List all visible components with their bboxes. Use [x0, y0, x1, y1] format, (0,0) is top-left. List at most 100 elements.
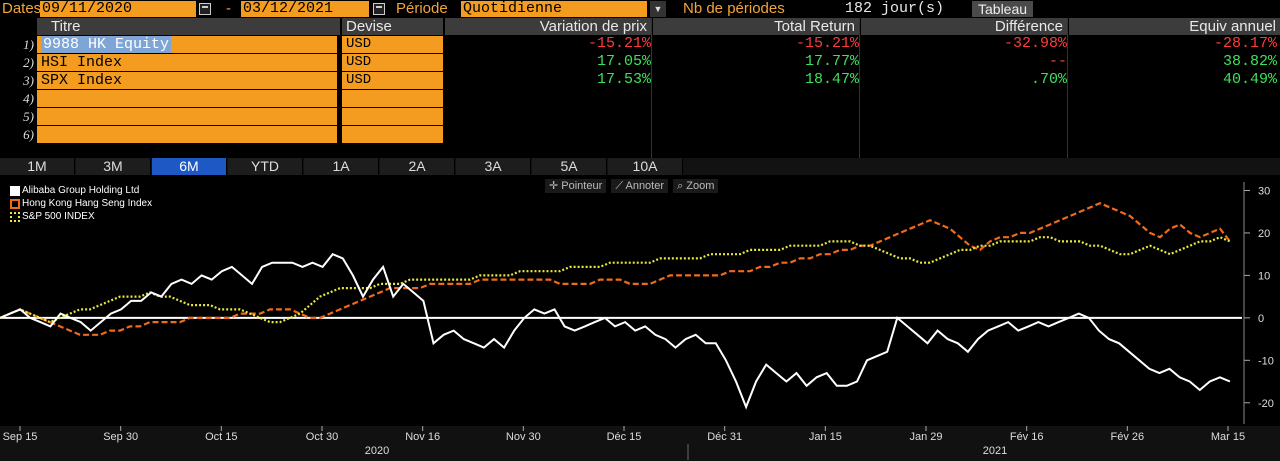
x-tick-label: Sep 15 [3, 431, 38, 443]
x-tick-label: Jan 15 [809, 431, 842, 443]
legend-item[interactable]: S&P 500 INDEX [10, 210, 153, 223]
difference-value: -- [1048, 53, 1067, 70]
tab-6m[interactable]: 6M [152, 158, 227, 175]
nb-periods-value: 182 jour(s) [845, 0, 945, 17]
x-group-label: 2020 [365, 445, 389, 457]
calendar-icon[interactable] [373, 3, 385, 15]
tab-ytd[interactable]: YTD [228, 158, 303, 175]
start-date-field[interactable]: 09/11/2020 [40, 1, 196, 17]
column-header-title[interactable]: Titre [37, 18, 340, 35]
total-return-value: 17.77% [804, 53, 859, 70]
x-tick-label: Nov 30 [506, 431, 541, 443]
price-change-value: 17.53% [596, 71, 651, 88]
row-number: 3) [23, 73, 34, 88]
security-field[interactable]: 9988 HK Equity [37, 36, 337, 53]
legend-swatch [10, 198, 20, 209]
tab-3a[interactable]: 3A [456, 158, 531, 175]
tab-5a[interactable]: 5A [532, 158, 607, 175]
legend-label: Alibaba Group Holding Ltd [22, 185, 140, 196]
y-tick-label: 0 [1258, 313, 1264, 325]
end-date-field[interactable]: 03/12/2021 [241, 1, 369, 17]
period-tabs: 1M 3M 6M YTD 1A 2A 3A 5A 10A [0, 158, 1280, 175]
date-separator: - [226, 0, 231, 17]
currency-field[interactable] [342, 108, 443, 125]
annual-equiv-value: 38.82% [1222, 53, 1277, 70]
x-tick-label: Fév 26 [1111, 431, 1145, 443]
row-number: 4) [23, 91, 34, 106]
x-tick-label: Oct 15 [205, 431, 237, 443]
legend-label: Hong Kong Hang Seng Index [22, 198, 153, 209]
x-tick-label: Fév 16 [1010, 431, 1044, 443]
column-header-total-return[interactable]: Total Return [653, 18, 859, 35]
tab-10a[interactable]: 10A [608, 158, 683, 175]
legend-label: S&P 500 INDEX [22, 211, 95, 222]
row-number: 5) [23, 109, 34, 124]
annual-equiv-value: -28.17% [1213, 35, 1277, 52]
x-tick-label: Oct 30 [306, 431, 338, 443]
x-tick-label: Déc 15 [607, 431, 642, 443]
row-number: 2) [23, 55, 34, 70]
x-axis-band [0, 426, 1280, 461]
table-view-button[interactable]: Tableau [972, 1, 1034, 17]
column-header-annual-equiv[interactable]: Equiv annuel [1069, 18, 1280, 35]
currency-field[interactable]: USD [342, 36, 443, 53]
period-select[interactable]: Quotidienne [461, 1, 647, 17]
currency-field[interactable] [342, 90, 443, 107]
y-tick-label: -20 [1258, 398, 1274, 410]
legend-swatch [10, 211, 20, 222]
tab-2a[interactable]: 2A [380, 158, 455, 175]
column-header-price-change[interactable]: Variation de prix [445, 18, 651, 35]
series-line [0, 202, 1231, 336]
chart-legend: Alibaba Group Holding Ltd Hong Kong Hang… [10, 184, 153, 223]
security-field[interactable] [37, 108, 337, 125]
total-return-value: -15.21% [795, 35, 859, 52]
total-return-value: 18.47% [804, 71, 859, 88]
row-number: 6) [23, 127, 34, 142]
security-field[interactable] [37, 126, 337, 143]
security-field[interactable]: HSI Index [37, 54, 337, 71]
calendar-icon[interactable] [199, 3, 211, 15]
pointer-tool[interactable]: ✛ Pointeur [545, 179, 607, 193]
security-field[interactable]: SPX Index [37, 72, 337, 89]
zoom-label: Zoom [686, 180, 715, 192]
chart-canvas[interactable]: 30 20 10 0 -10 -20 Sep 15 Sep 30 Oct 15 Oct 30 Nov… [0, 176, 1280, 461]
x-tick-label: Sep 30 [103, 431, 138, 443]
annotate-label: Annoter [625, 180, 665, 192]
security-name: 9988 HK Equity [41, 36, 172, 53]
zoom-tool[interactable]: ⌕ Zoom [673, 179, 719, 193]
performance-chart[interactable]: 30 20 10 0 -10 -20 Sep 15 Sep 30 Oct 15 Oct 30 Nov… [0, 176, 1280, 461]
difference-value: .70% [1030, 71, 1067, 88]
legend-item[interactable]: Alibaba Group Holding Ltd [10, 184, 153, 197]
x-tick-label: Jan 29 [909, 431, 942, 443]
tab-1a[interactable]: 1A [304, 158, 379, 175]
chevron-down-icon[interactable]: ▼ [650, 1, 666, 17]
dates-label: Dates [2, 0, 42, 17]
nb-periods-label: Nb de périodes [683, 0, 785, 17]
x-tick-label: Déc 31 [707, 431, 742, 443]
currency-field[interactable]: USD [342, 72, 443, 89]
y-tick-label: 30 [1258, 185, 1270, 197]
y-tick-label: -10 [1258, 355, 1274, 367]
price-change-value: 17.05% [596, 53, 651, 70]
tab-3m[interactable]: 3M [76, 158, 151, 175]
annual-equiv-value: 40.49% [1222, 71, 1277, 88]
y-tick-label: 20 [1258, 228, 1270, 240]
security-field[interactable] [37, 90, 337, 107]
legend-item[interactable]: Hong Kong Hang Seng Index [10, 197, 153, 210]
difference-value: -32.98% [1003, 35, 1067, 52]
comparison-table: Titre Devise Variation de prix Total Ret… [0, 18, 1280, 158]
pointer-label: Pointeur [561, 180, 603, 192]
price-change-value: -15.21% [587, 35, 651, 52]
currency-field[interactable] [342, 126, 443, 143]
column-header-currency[interactable]: Devise [342, 18, 443, 35]
chart-tools: ✛ Pointeur ⟋ Annoter ⌕ Zoom [545, 179, 720, 193]
x-tick-label: Nov 16 [405, 431, 440, 443]
x-tick-label: Mar 15 [1211, 431, 1245, 443]
annotate-tool[interactable]: ⟋ Annoter [611, 179, 669, 193]
toolbar: Dates 09/11/2020 - 03/12/2021 Période Qu… [0, 0, 1280, 18]
column-header-difference[interactable]: Différence [861, 18, 1067, 35]
tab-1m[interactable]: 1M [0, 158, 75, 175]
legend-swatch [10, 185, 20, 196]
series-line [0, 252, 1231, 410]
currency-field[interactable]: USD [342, 54, 443, 71]
